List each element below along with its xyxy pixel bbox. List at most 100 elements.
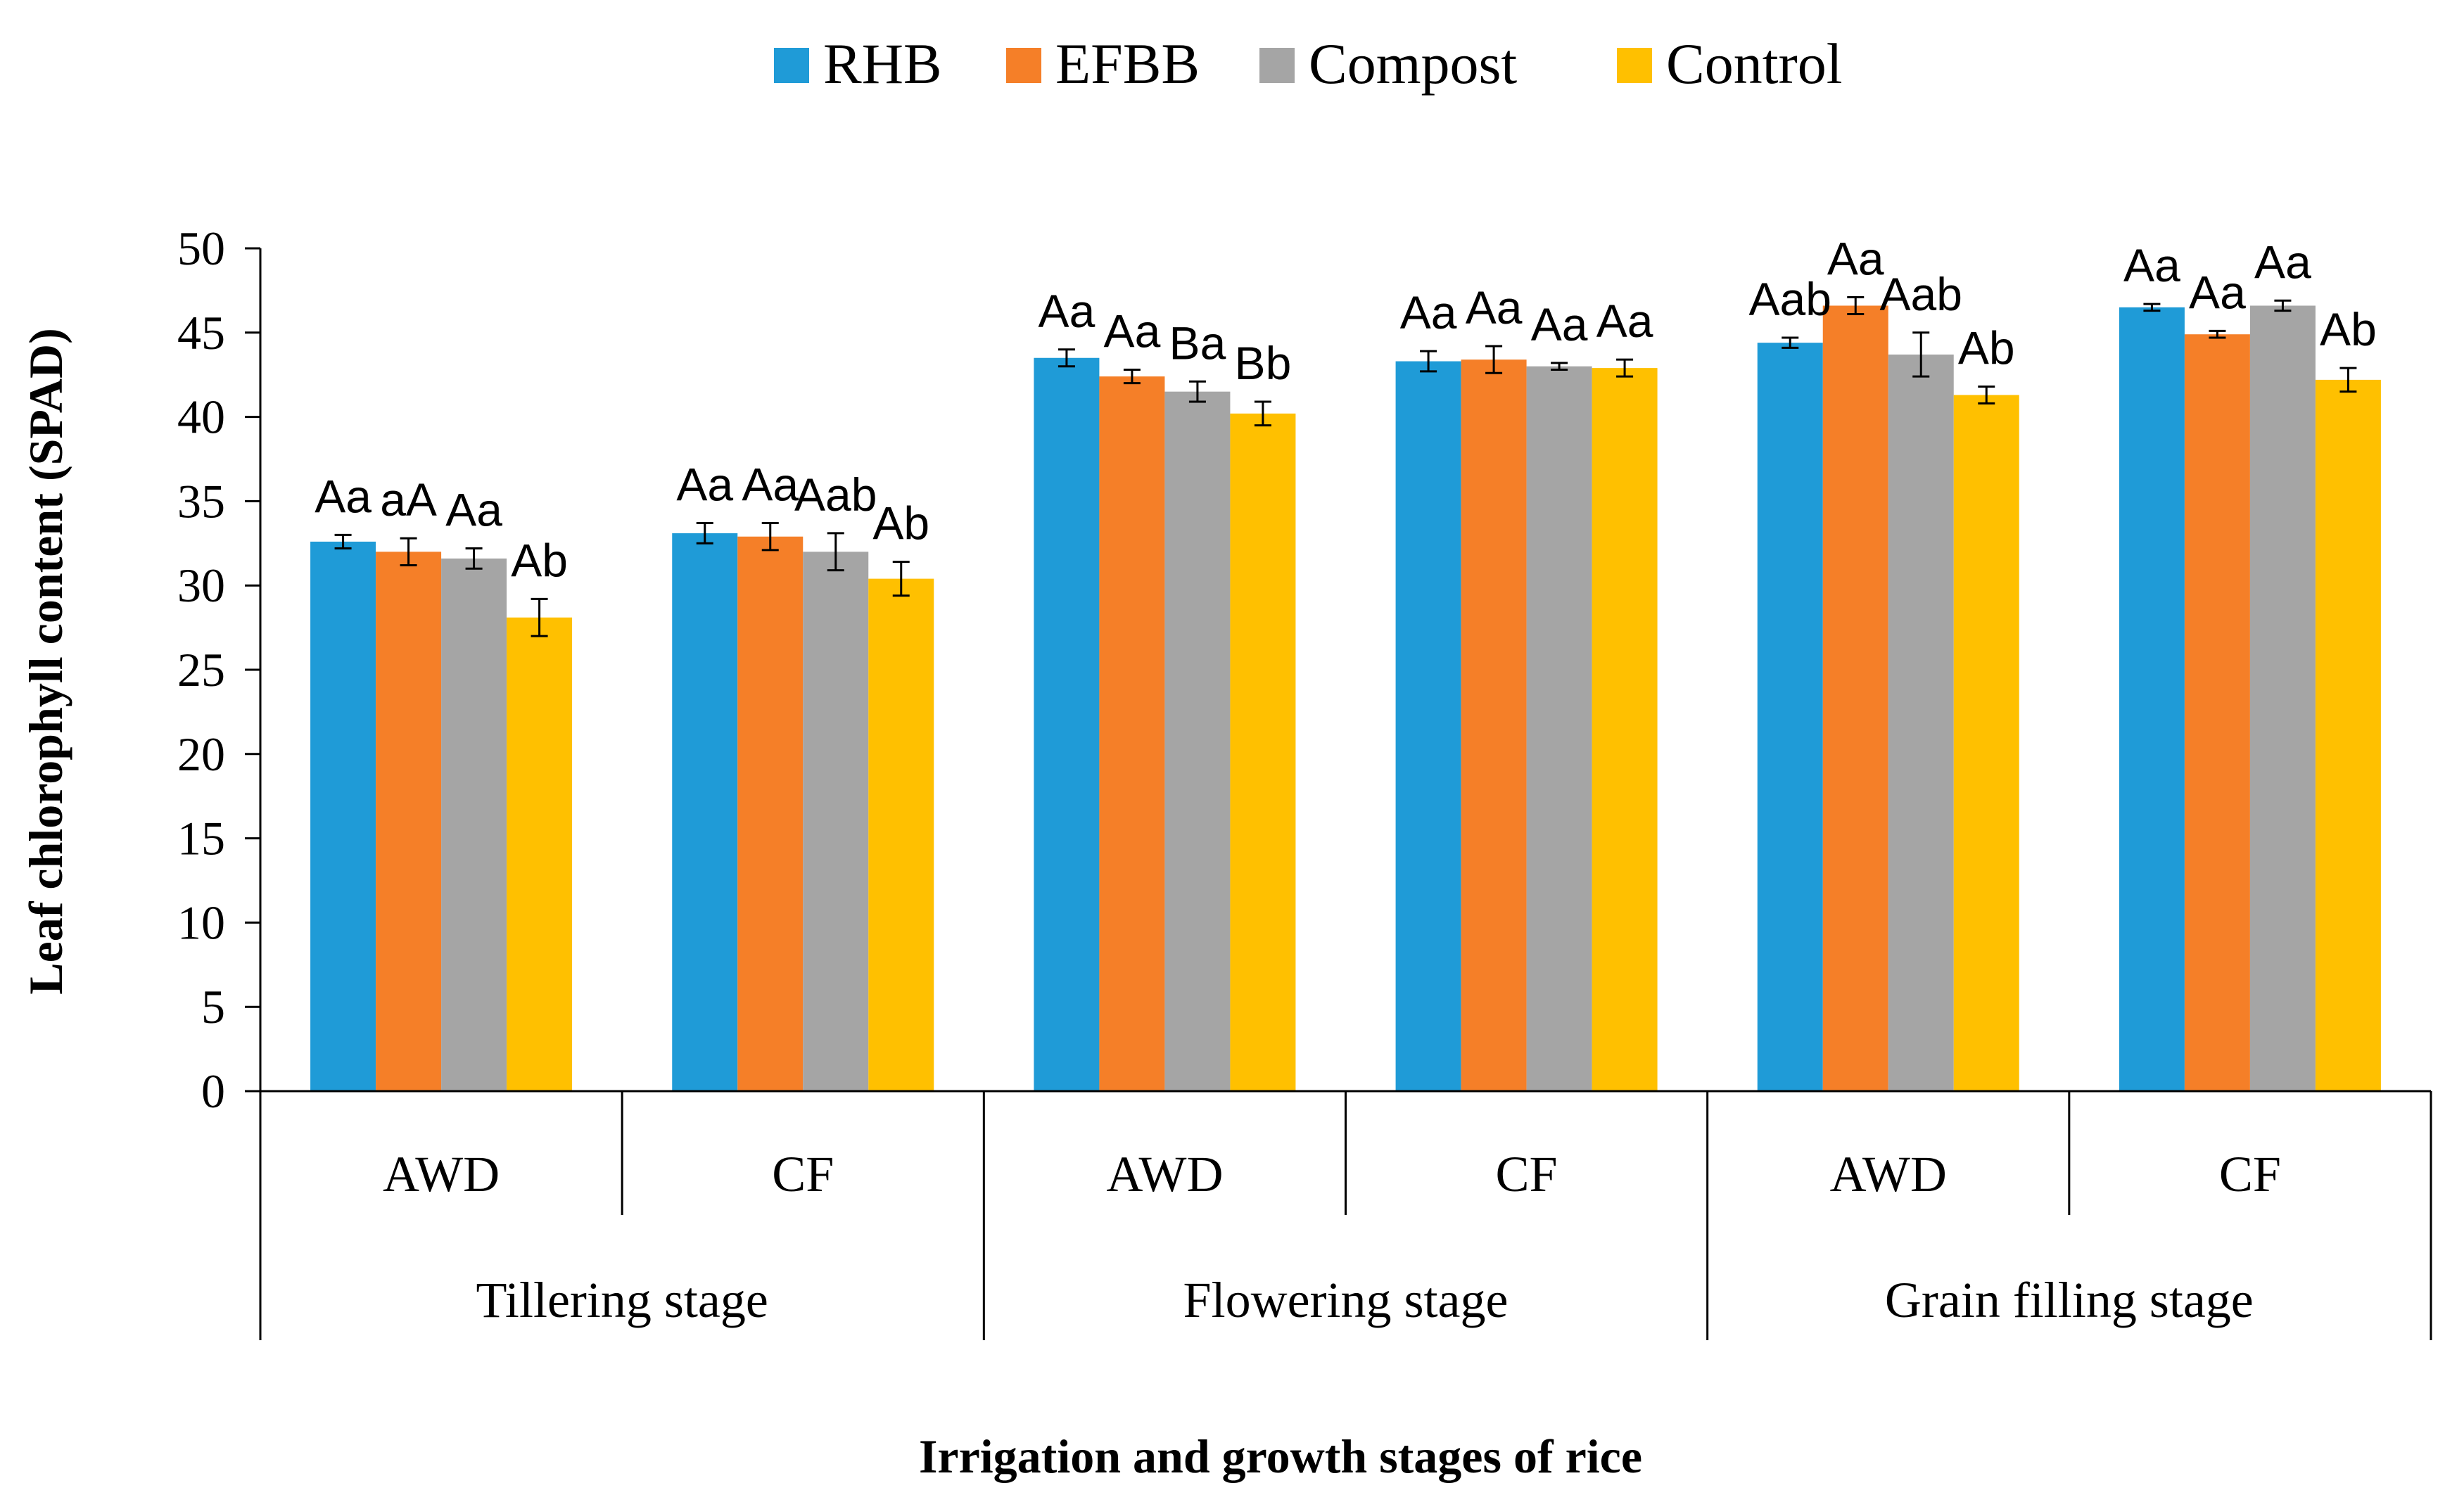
bar-compost-1 xyxy=(803,552,869,1091)
significance-label: Ab xyxy=(872,497,929,549)
error-bar xyxy=(892,561,910,597)
error-bar xyxy=(1254,400,1271,427)
bar-compost-3 xyxy=(1526,366,1592,1091)
legend-label: Compost xyxy=(1309,32,1517,96)
error-bar xyxy=(400,537,417,566)
y-tick-label: 50 xyxy=(177,222,225,275)
error-bars xyxy=(334,295,2357,637)
significance-label: Aa xyxy=(2254,236,2311,288)
error-bar xyxy=(1847,295,1865,315)
significance-label: Aab xyxy=(794,469,877,521)
y-tick-label: 15 xyxy=(177,812,225,865)
significance-label: Aab xyxy=(1880,268,1962,320)
significance-label: Aa xyxy=(1104,305,1161,357)
legend-swatch xyxy=(774,48,809,83)
error-bar xyxy=(827,532,844,572)
y-tick-label: 20 xyxy=(177,727,225,781)
bar-control-3 xyxy=(1592,368,1658,1092)
y-tick-label: 0 xyxy=(201,1064,225,1118)
y-tick-label: 35 xyxy=(177,474,225,528)
error-bar xyxy=(761,522,779,552)
error-bar xyxy=(1123,369,1141,385)
bar-control-4 xyxy=(1953,395,2019,1091)
bar-compost-2 xyxy=(1164,391,1231,1091)
significance-label: Ab xyxy=(2320,303,2377,355)
y-axis-title: Leaf chlorophyll content (SPAD) xyxy=(19,328,72,995)
bar-efbb-1 xyxy=(737,536,804,1091)
significance-label: Aa xyxy=(1466,281,1523,333)
bar-compost-5 xyxy=(2249,305,2316,1091)
error-bar xyxy=(2274,299,2292,312)
x-category-label: CF xyxy=(2219,1146,2281,1202)
legend-swatch xyxy=(1617,48,1652,83)
error-bar xyxy=(1058,348,1075,368)
bar-efbb-4 xyxy=(1822,305,1888,1091)
x-category-label: CF xyxy=(1496,1146,1558,1202)
error-bar xyxy=(2209,329,2226,339)
bar-rhb-4 xyxy=(1757,343,1823,1091)
legend-label: RHB xyxy=(823,32,942,96)
bars xyxy=(310,305,2381,1092)
significance-label: Aa xyxy=(1827,232,1884,284)
significance-label: Aa xyxy=(742,459,799,511)
error-bar xyxy=(1782,336,1799,349)
x-group-label: Tillering stage xyxy=(476,1272,768,1328)
legend-label: Control xyxy=(1666,32,1843,96)
error-bar xyxy=(1978,385,1995,405)
significance-label: Aab xyxy=(1749,273,1831,325)
legend: RHB EFBB Compost Control xyxy=(774,32,1843,96)
bar-control-2 xyxy=(1230,413,1296,1091)
error-bar xyxy=(531,597,548,637)
error-bar xyxy=(1551,362,1568,371)
error-bar xyxy=(696,522,713,545)
x-category-label: AWD xyxy=(1830,1146,1947,1202)
significance-label: Aa xyxy=(2189,266,2246,318)
bar-efbb-5 xyxy=(2184,334,2250,1091)
y-tick-label: 45 xyxy=(177,306,225,359)
error-bar xyxy=(1188,380,1206,403)
x-category-label: AWD xyxy=(383,1146,500,1202)
bar-rhb-5 xyxy=(2119,307,2185,1091)
bar-efbb-3 xyxy=(1461,359,1527,1091)
significance-label: aA xyxy=(380,473,437,526)
error-bar xyxy=(2339,367,2357,393)
y-tick-label: 25 xyxy=(177,643,225,696)
error-bar xyxy=(334,533,352,549)
significance-label: Ba xyxy=(1169,317,1226,369)
significance-label: Ab xyxy=(1958,322,2015,374)
significance-label: Aa xyxy=(2123,239,2180,291)
legend-label: EFBB xyxy=(1055,32,1200,96)
error-bar xyxy=(1616,358,1634,378)
bar-efbb-0 xyxy=(376,552,442,1091)
error-bar xyxy=(2143,303,2161,312)
significance-label: Aa xyxy=(445,483,502,535)
significance-label: Ab xyxy=(511,534,568,586)
y-axis: 0 5 10 15 20 25 30 35 40 45 50 xyxy=(177,222,262,1118)
bar-compost-0 xyxy=(441,558,507,1091)
significance-label: Aa xyxy=(1596,295,1653,347)
y-tick-label: 30 xyxy=(177,559,225,612)
bar-efbb-2 xyxy=(1099,376,1165,1091)
error-bar xyxy=(1420,350,1437,373)
legend-item-compost: Compost xyxy=(1259,32,1517,96)
error-bar xyxy=(1485,345,1503,374)
significance-label: Aa xyxy=(676,459,733,511)
bar-control-0 xyxy=(507,617,573,1091)
y-tick-label: 5 xyxy=(201,980,225,1033)
significance-label: Aa xyxy=(1400,286,1457,338)
x-group-label: Grain filling stage xyxy=(1885,1272,2254,1328)
bar-compost-4 xyxy=(1888,354,1954,1091)
bar-rhb-1 xyxy=(672,533,738,1091)
bar-rhb-3 xyxy=(1395,361,1461,1091)
legend-item-rhb: RHB xyxy=(774,32,942,96)
legend-item-control: Control xyxy=(1617,32,1843,96)
bar-control-1 xyxy=(868,578,934,1091)
error-bar xyxy=(1912,331,1930,378)
significance-label: Aa xyxy=(1039,285,1096,337)
x-axis: AWD CF AWD CF AWD CF Tillering stage Flowering … xyxy=(259,1090,2432,1340)
legend-swatch xyxy=(1006,48,1041,83)
y-tick-label: 40 xyxy=(177,390,225,444)
significance-label: Aa xyxy=(315,470,371,522)
